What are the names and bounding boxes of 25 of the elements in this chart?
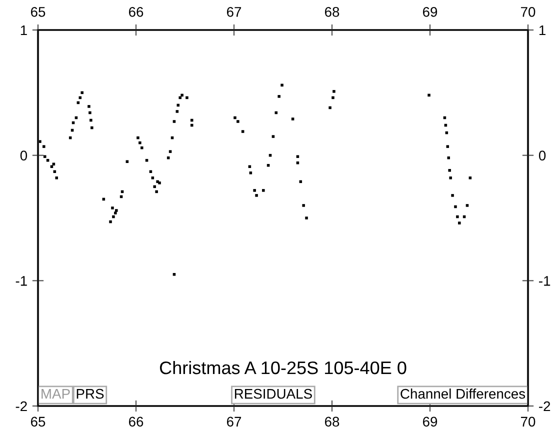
y-tick-label: 1 [20,25,27,36]
x2-tick-label: 66 [128,7,144,17]
x2-tick-label: 68 [324,7,340,17]
x-tick-label: 67 [226,416,242,427]
annotation: PRS [76,388,104,399]
y-tick-label: -1 [16,276,27,286]
y2-tick-label: 0 [538,150,546,161]
y2-tick-label: 1 [539,25,546,36]
x-tick-label: 66 [128,416,144,427]
x2-tick-label: 69 [422,7,438,17]
y2-tick-label: -1 [539,276,550,286]
x2-tick-label: 70 [520,7,536,17]
y2-tick-label: -2 [539,401,550,412]
x2-tick-label: 67 [226,7,242,17]
annotation: Channel Differences [400,388,526,399]
x-tick-label: 68 [324,416,340,427]
annotation: RESIDUALS [234,388,312,399]
x-tick-label: 69 [422,416,438,427]
x-tick-label: 70 [520,416,536,427]
x-tick-label: 65 [30,416,46,427]
text: Christmas A 10-25S 105-40E 0 [160,360,406,374]
y-tick-label: -2 [16,401,27,412]
y-tick-label: 0 [20,150,28,161]
annotation: MAP [42,389,70,399]
x2-tick-label: 65 [30,7,46,17]
